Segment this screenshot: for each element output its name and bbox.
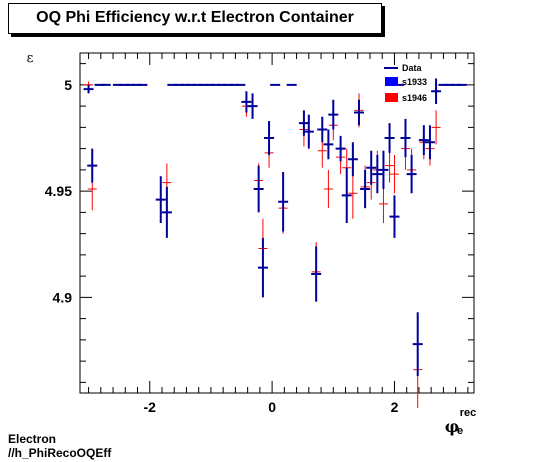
tick-labels: -2 0 2 4.9 4.95 5 [45,77,399,415]
data-marks [83,78,467,408]
y-tick-label: 4.95 [45,183,72,199]
legend-swatch-s1946 [385,93,398,102]
x-tick-label: 0 [268,399,276,415]
x-tick-label: -2 [144,399,157,415]
plot-frame [79,52,475,394]
x-axis-label-main: φ [445,417,459,436]
footer-line-2: //h_PhiRecoOQEff [8,446,112,460]
legend-label-s1946: s1946 [402,93,427,103]
title-box: OQ Phi Efficiency w.r.t Electron Contain… [8,3,382,34]
axis-ticks [80,53,474,393]
y-tick-label: 4.9 [53,289,73,305]
x-axis-label-sup: rec [460,407,477,419]
legend-swatch-s1933 [385,77,398,86]
y-tick-label: 5 [64,77,72,93]
chart-title: OQ Phi Efficiency w.r.t Electron Contain… [36,9,354,26]
footer-line-1: Electron [8,432,57,446]
legend: Data s1933 s1946 [384,63,427,103]
x-axis-label-sub: e [457,425,463,437]
legend-label-data: Data [402,63,423,73]
legend-label-s1933: s1933 [402,77,427,87]
x-tick-label: 2 [391,399,399,415]
y-axis-label: ε [27,51,34,66]
